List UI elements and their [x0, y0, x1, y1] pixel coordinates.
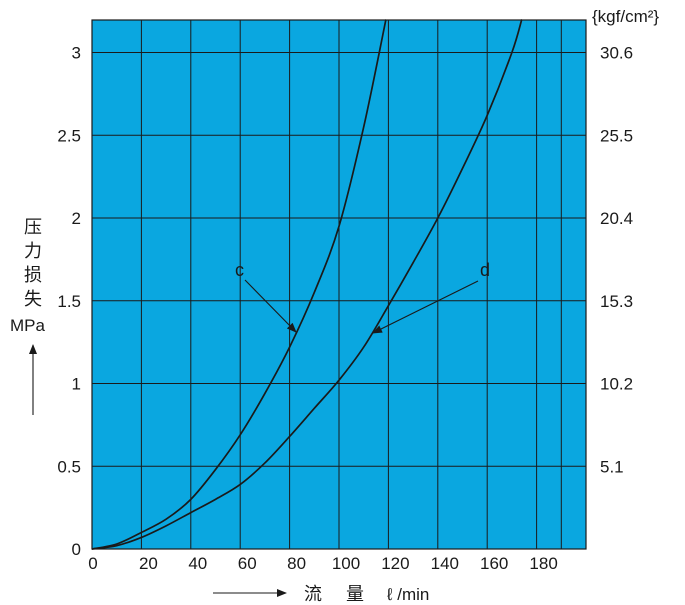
y-left-tick-label: 2.5 — [57, 126, 81, 145]
y-right-tick-label: 5.1 — [600, 457, 624, 476]
y-label-char-2: 力 — [24, 241, 42, 262]
x-tick-label: 160 — [480, 554, 508, 573]
series-line-d — [91, 19, 523, 550]
x-tick-label: 60 — [238, 554, 257, 573]
x-tick-label: 140 — [431, 554, 459, 573]
x-tick-label: 0 — [88, 554, 97, 573]
grid-lines — [92, 20, 586, 549]
y-right-unit: {kgf/cm²} — [592, 7, 659, 26]
y-right-tick-label: 30.6 — [600, 44, 633, 63]
y-left-tick-label: 1 — [72, 375, 81, 394]
x-tick-label: 120 — [381, 554, 409, 573]
y-right-tick-label: 10.2 — [600, 375, 633, 394]
x-tick-label: 100 — [332, 554, 360, 573]
series-group — [91, 19, 523, 550]
y-right-tick-label: 20.4 — [600, 209, 633, 228]
series-c-pointer — [244, 279, 297, 333]
series-c-label: c — [235, 260, 244, 280]
x-tick-label: 20 — [139, 554, 158, 573]
x-tick-label: 180 — [529, 554, 557, 573]
x-tick-label: 80 — [287, 554, 306, 573]
y-label-char-4: 失 — [24, 289, 42, 310]
y-right-tick-labels: 5.1 10.2 15.3 20.4 25.5 30.6 — [600, 44, 633, 477]
y-left-tick-label: 3 — [72, 44, 81, 63]
series-d-label: d — [480, 260, 490, 280]
x-label-char-1: 流 — [304, 584, 322, 605]
series-d-pointer — [372, 280, 479, 334]
y-right-tick-label: 25.5 — [600, 126, 633, 145]
x-tick-label: 40 — [188, 554, 207, 573]
x-label-char-2: 量 — [346, 584, 364, 605]
x-label-unit: ℓ /min — [386, 585, 429, 604]
y-left-tick-label: 1.5 — [57, 292, 81, 311]
y-left-tick-labels: 0 0.5 1 1.5 2 2.5 3 — [57, 44, 81, 560]
plot-frame — [91, 19, 587, 550]
y-left-tick-label: 2 — [72, 209, 81, 228]
y-right-tick-label: 15.3 — [600, 292, 633, 311]
x-tick-labels: 0 20 40 60 80 100 120 140 160 180 — [88, 554, 558, 573]
y-left-tick-label: 0 — [72, 540, 81, 559]
y-left-tick-label: 0.5 — [57, 457, 81, 476]
y-label-unit: MPa — [10, 316, 46, 335]
y-label-char-3: 损 — [24, 265, 42, 286]
y-label-char-1: 压 — [24, 217, 42, 238]
series-line-c — [91, 19, 387, 550]
